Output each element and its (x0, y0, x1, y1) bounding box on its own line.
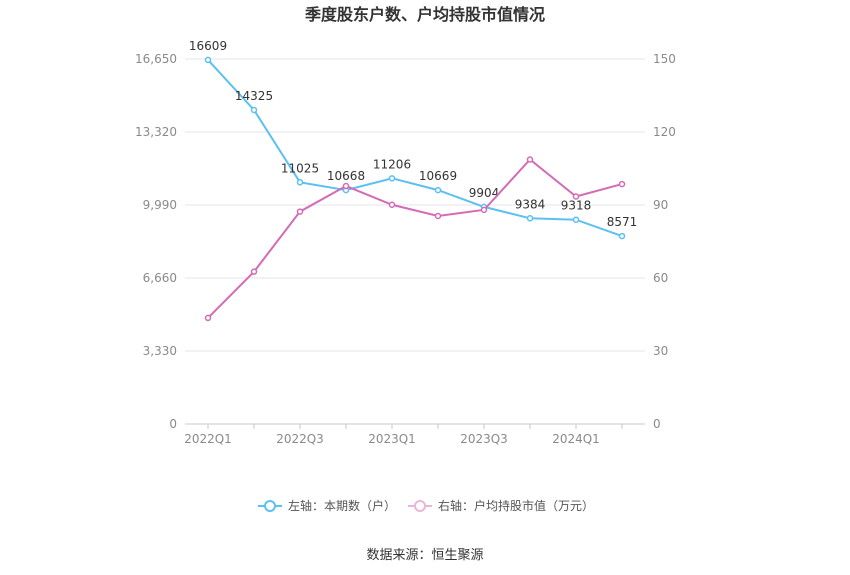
data-label: 16609 (189, 39, 227, 53)
left-axis-tick-label: 3,330 (143, 344, 177, 358)
data-label: 11206 (373, 157, 411, 171)
data-point[interactable] (618, 232, 626, 240)
series-left: 16609 14325 11025 10668 11206 10669 9904 9384 93… (189, 39, 638, 240)
data-point[interactable] (526, 215, 534, 222)
legend-marker-left-series (264, 500, 276, 512)
series-right (204, 156, 626, 322)
x-axis-tick-label: 2022Q3 (276, 432, 324, 446)
legend: 左轴：本期数（户） 右轴：户均持股市值（万元） (258, 498, 594, 513)
x-axis-tick-label: 2022Q1 (184, 432, 232, 446)
data-point[interactable] (342, 182, 350, 190)
series-layer: 16609 14325 11025 10668 11206 10669 9904 9384 93… (189, 39, 638, 322)
data-point[interactable] (480, 206, 488, 214)
x-axis: 2022Q1 2022Q3 2023Q1 2023Q3 2024Q1 (184, 423, 645, 446)
data-point[interactable] (572, 193, 580, 200)
legend-label-right-series: 右轴：户均持股市值（万元） (438, 498, 594, 513)
legend-item-left-series[interactable]: 左轴：本期数（户） (258, 498, 396, 513)
data-source: 数据来源：恒生聚源 (366, 548, 483, 563)
data-point[interactable] (526, 156, 534, 163)
data-label: 9904 (469, 186, 500, 200)
data-label: 14325 (235, 89, 273, 103)
data-point[interactable] (434, 212, 442, 220)
x-axis-tick-label: 2024Q1 (552, 432, 600, 446)
right-axis-tick-label: 0 (653, 417, 661, 431)
right-axis-tick-label: 150 (653, 52, 676, 66)
data-label: 9318 (561, 199, 592, 213)
data-label: 10669 (419, 169, 457, 183)
series-line-right (207, 158, 623, 319)
left-axis-tick-label: 0 (169, 417, 177, 431)
right-axis-tick-label: 60 (653, 271, 668, 285)
data-point[interactable] (250, 268, 258, 275)
legend-label-left-series: 左轴：本期数（户） (288, 498, 396, 513)
left-axis-tick-label: 16,650 (135, 52, 177, 66)
data-point[interactable] (388, 175, 396, 182)
x-axis-tick-label: 2023Q1 (368, 432, 416, 446)
data-point[interactable] (250, 106, 258, 114)
right-axis-tick-label: 90 (653, 198, 668, 212)
data-label: 10668 (327, 169, 365, 183)
x-axis-tick-label: 2023Q3 (460, 432, 508, 446)
right-axis-tick-label: 30 (653, 344, 668, 358)
grid-lines (185, 58, 645, 352)
data-label: 9384 (515, 197, 546, 211)
data-point[interactable] (296, 179, 304, 186)
left-axis-tick-label: 9,990 (143, 198, 177, 212)
right-axis-tick-label: 120 (653, 125, 676, 139)
series-line-left (207, 59, 623, 238)
data-point[interactable] (204, 314, 212, 322)
chart-title: 季度股东户数、户均持股市值情况 (304, 5, 545, 24)
right-axis-ticks: 0 30 60 90 120 150 (653, 52, 676, 431)
left-axis-ticks: 0 3,330 6,660 9,990 13,320 16,650 (135, 52, 177, 431)
data-label: 8571 (607, 215, 638, 229)
legend-item-right-series[interactable]: 右轴：户均持股市值（万元） (408, 498, 594, 513)
data-label: 11025 (281, 161, 319, 175)
left-axis-tick-label: 6,660 (143, 271, 177, 285)
left-axis-tick-label: 13,320 (135, 125, 177, 139)
legend-marker-right-series (414, 500, 426, 512)
data-point[interactable] (388, 201, 396, 209)
data-point[interactable] (204, 56, 212, 64)
data-point[interactable] (434, 186, 442, 194)
data-point[interactable] (618, 180, 626, 188)
data-point[interactable] (572, 216, 580, 223)
data-point[interactable] (296, 208, 304, 215)
